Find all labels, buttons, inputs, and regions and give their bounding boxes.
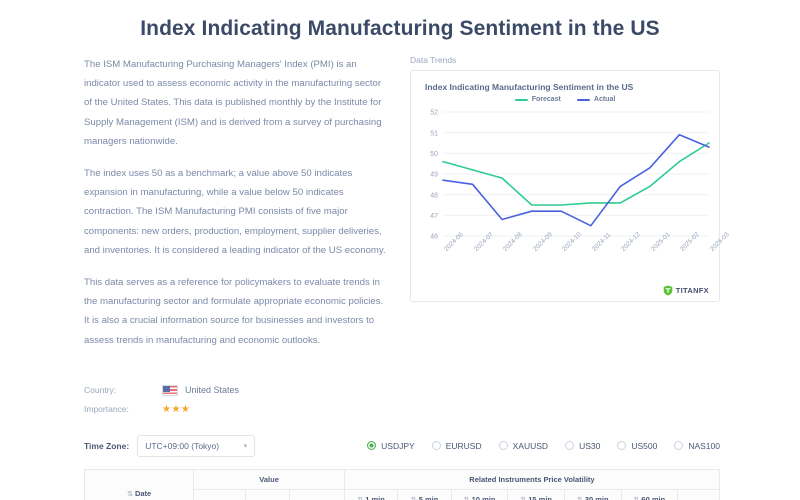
radio-us500[interactable]: US500 (617, 441, 657, 451)
svg-text:46: 46 (430, 234, 438, 241)
th-value-group: Value (193, 468, 345, 490)
svg-text:50: 50 (430, 151, 438, 158)
page-title: Index Indicating Manufacturing Sentiment… (140, 17, 660, 40)
th-historical-chart (677, 488, 720, 500)
chevron-down-icon: ▾ (243, 442, 248, 450)
svg-text:52: 52 (430, 110, 438, 117)
radio-usdjpy[interactable]: USDJPY (367, 441, 415, 451)
event-meta: Country: United States Importance: ★★★ (0, 363, 800, 419)
radio-xauusd[interactable]: XAUUSD (498, 440, 549, 451)
legend-item-actual[interactable]: Actual (576, 96, 616, 103)
th-10-min-later[interactable]: ⇅10 min later (450, 488, 509, 500)
radio-dot-icon (498, 441, 508, 451)
legend-item-forecast[interactable]: Forecast (514, 96, 561, 103)
radio-us30[interactable]: US30 (565, 441, 600, 451)
controls-row: Time Zone: UTC+09:00 (Tokyo) ▾ USDJPY EUR… (0, 419, 800, 457)
table-subheader-row: ⇅Forecast⇅Actual⇅Deviation⇅1 min later⇅5… (85, 488, 720, 500)
legend-label-forecast: Forecast (531, 96, 561, 103)
importance-row: Importance: ★★★ (84, 400, 800, 419)
country-row: Country: United States (84, 381, 800, 400)
th-date[interactable]: ⇅ Date (83, 468, 195, 500)
th-label: 30 min later (584, 494, 609, 500)
th-label: 15 min later (528, 494, 552, 500)
description-column: The ISM Manufacturing Purchasing Manager… (84, 55, 388, 363)
th-label: 1 min later (365, 494, 385, 500)
chart-legend: Forecast Actual (419, 96, 711, 103)
th-60-min-later[interactable]: ⇅60 min later (620, 488, 679, 500)
radio-nas100[interactable]: NAS100 (674, 441, 720, 451)
events-table: ⇅ Date Value Related Instruments Price Vo… (83, 468, 721, 500)
th-volatility-group: Related Instruments Price Volatility (343, 468, 721, 490)
svg-text:51: 51 (430, 130, 438, 137)
radio-dot-icon (617, 441, 627, 451)
chart-svg: 46 47 48 49 50 51 52 (430, 110, 710, 241)
importance-label: Importance: (84, 404, 129, 415)
content-row: The ISM Manufacturing Purchasing Manager… (0, 41, 800, 363)
svg-text:49: 49 (430, 172, 438, 179)
radio-label: USDJPY (381, 440, 415, 451)
chart-column: Data Trends Index Indicating Manufacturi… (410, 55, 731, 363)
legend-swatch-actual (576, 98, 590, 101)
instrument-radio-group: USDJPY EURUSD XAUUSD US30 US500 NAS100 (367, 441, 720, 451)
us-flag-icon (162, 384, 178, 396)
radio-label: XAUUSD (512, 440, 549, 451)
svg-text:48: 48 (430, 192, 438, 199)
description-paragraph-3: This data serves as a reference for poli… (84, 277, 384, 346)
sort-icon: ⇅ (520, 497, 526, 500)
svg-text:47: 47 (430, 213, 438, 220)
chart-plot-area: 46 47 48 49 50 51 52 (421, 106, 711, 246)
radio-dot-icon (431, 441, 441, 451)
sort-icon: ⇅ (634, 497, 640, 500)
description-paragraph-2: The index uses 50 as a benchmark; a valu… (84, 168, 386, 256)
timezone-label: Time Zone: (84, 440, 130, 451)
sort-icon: ⇅ (464, 497, 470, 500)
radio-label: EURUSD (445, 440, 482, 451)
country-label: Country: (84, 385, 117, 396)
timezone-selected-value: UTC+09:00 (Tokyo) (145, 440, 220, 451)
legend-swatch-forecast (514, 98, 528, 101)
th-label: 10 min later (471, 494, 496, 500)
sort-icon: ⇅ (411, 497, 417, 500)
radio-eurusd[interactable]: EURUSD (431, 440, 482, 451)
radio-label: NAS100 (688, 440, 720, 451)
country-value: United States (185, 385, 240, 396)
shield-icon (663, 285, 673, 296)
th-label: 60 min later (641, 494, 666, 500)
sort-icon: ⇅ (357, 497, 363, 500)
chart-card: Index Indicating Manufacturing Sentiment… (410, 70, 731, 302)
table-head: ⇅ Date Value Related Instruments Price Vo… (83, 468, 721, 500)
th-label: 5 min later (418, 494, 439, 500)
importance-stars: ★★★ (162, 403, 191, 415)
radio-label: US500 (631, 440, 658, 451)
description-paragraph-1: The ISM Manufacturing Purchasing Manager… (84, 59, 382, 147)
sort-icon: ⇅ (577, 497, 583, 500)
th-5-min-later[interactable]: ⇅5 min later (397, 488, 452, 500)
titanfx-brand-text: TITANFX (675, 286, 709, 295)
table-header-group-row: ⇅ Date Value Related Instruments Price Vo… (83, 468, 721, 500)
radio-dot-icon (565, 441, 575, 451)
th-15-min-later[interactable]: ⇅15 min later (507, 488, 565, 500)
th-30-min-later[interactable]: ⇅30 min later (563, 488, 622, 500)
chart-title: Index Indicating Manufacturing Sentiment… (425, 82, 634, 92)
th-actual[interactable]: ⇅Actual (245, 488, 291, 500)
timezone-select[interactable]: UTC+09:00 (Tokyo) ▾ (137, 434, 256, 457)
radio-dot-icon (674, 441, 684, 451)
legend-label-actual: Actual (593, 96, 616, 103)
titanfx-logo: TITANFX (663, 285, 709, 296)
th-1-min-later[interactable]: ⇅1 min later (343, 488, 399, 500)
data-trends-label: Data Trends (410, 55, 457, 65)
th-date-label: Date (134, 489, 152, 499)
radio-dot-icon (367, 441, 377, 451)
th-forecast[interactable]: ⇅Forecast (193, 488, 247, 500)
radio-label: US30 (579, 440, 601, 451)
timezone-group: Time Zone: UTC+09:00 (Tokyo) ▾ (84, 434, 256, 457)
chart-x-axis-labels: 2024-06 2024-07 2024-08 2024-09 2024-10 2024-… (439, 231, 731, 290)
th-deviation[interactable]: ⇅Deviation (289, 488, 345, 500)
sort-icon: ⇅ (127, 491, 133, 499)
